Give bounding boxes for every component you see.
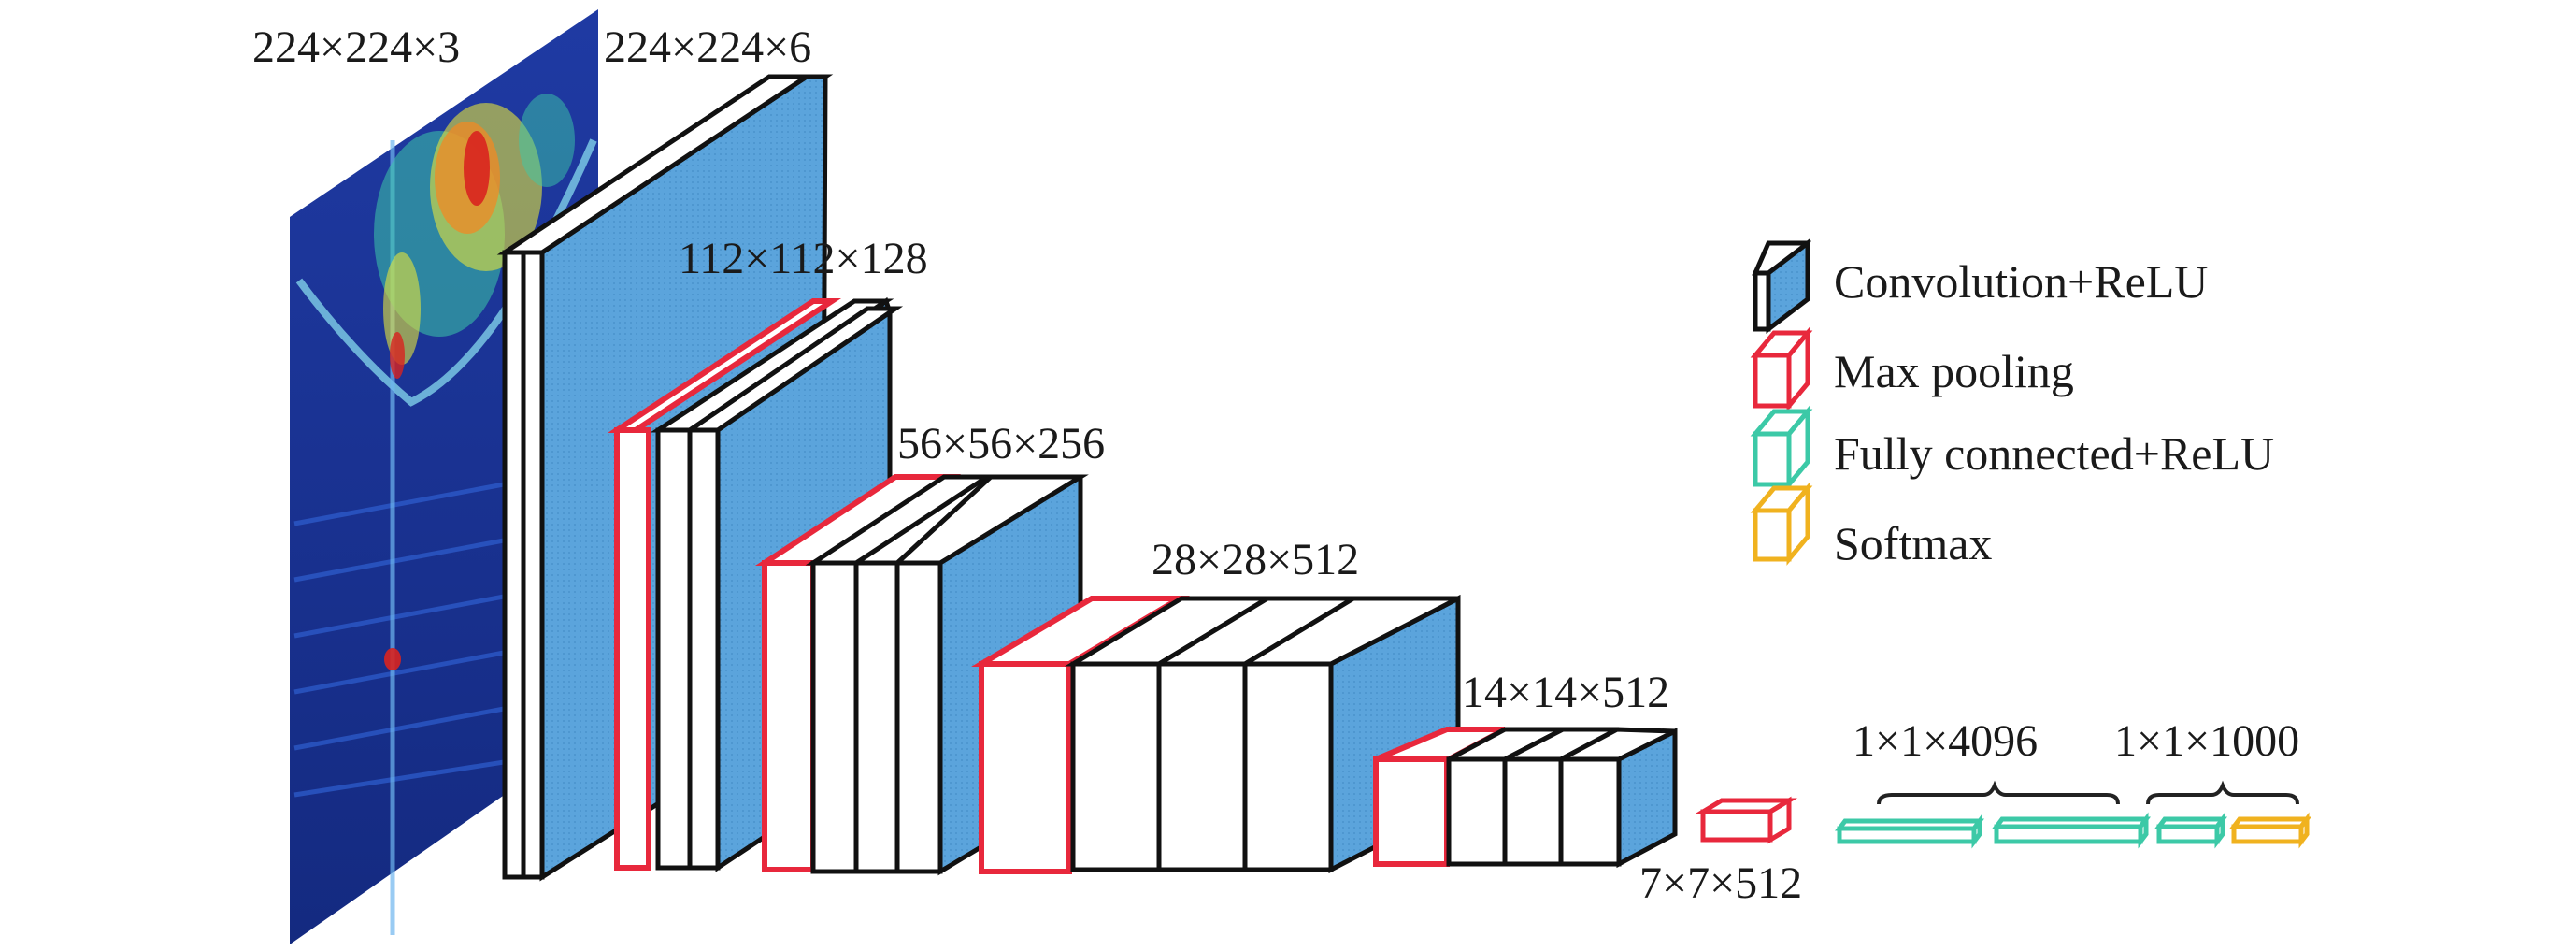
- conv4-slab-b: [1156, 661, 1248, 872]
- legend-softmax-swatch: [1750, 482, 1813, 566]
- conv3-size-label: 56×56×256: [897, 419, 1105, 468]
- conv3-slab-c: [894, 560, 943, 874]
- fc-brace-1000: [2146, 780, 2299, 805]
- conv2-slab-b: [687, 427, 721, 871]
- fc-layers: [1835, 812, 2311, 849]
- conv1-top: [496, 74, 815, 255]
- conv2-slab-a: [655, 427, 693, 871]
- softmax-block: [2229, 812, 2311, 849]
- fc1-block: [1835, 814, 1984, 849]
- conv4-top-c: [1237, 596, 1460, 667]
- input-size-label: 224×224×3: [252, 22, 460, 72]
- conv3-top-c: [891, 474, 1089, 566]
- pool5-block: [1694, 796, 1798, 844]
- legend-pool-swatch: [1750, 326, 1813, 412]
- pool1-slab: [614, 427, 651, 871]
- conv5-slab-c: [1558, 756, 1622, 867]
- legend-pool-label: Max pooling: [1834, 345, 2074, 397]
- conv4-size-label: 28×28×512: [1152, 535, 1359, 584]
- conv2-size-label: 112×112×128: [679, 234, 928, 283]
- legend: Convolution+ReLU Max pooling Fully conne…: [1750, 238, 2274, 569]
- conv5-slab-a: [1446, 756, 1508, 867]
- pool5-size-label: 7×7×512: [1639, 858, 1802, 908]
- output-size-label: 1×1×1000: [2114, 716, 2299, 766]
- fc2-block: [1992, 812, 2151, 849]
- conv5-size-label: 14×14×512: [1462, 668, 1669, 717]
- conv5-top-c: [1559, 727, 1677, 762]
- conv3-slab-b: [853, 560, 900, 874]
- conv1-size-label: 224×224×6: [604, 22, 811, 72]
- legend-conv-swatch: [1752, 238, 1811, 335]
- legend-fc-label: Fully connected+ReLU: [1834, 427, 2274, 480]
- pool4-slab: [1373, 756, 1450, 867]
- legend-fc-swatch: [1750, 405, 1813, 491]
- conv1-slab-b: [521, 250, 545, 880]
- fc-brace-4096: [1877, 780, 2120, 805]
- conv-block-5: [1373, 727, 1678, 869]
- fc3-block: [2154, 812, 2227, 849]
- conv4-slab-c: [1242, 661, 1334, 872]
- conv-block-4: [971, 594, 1461, 874]
- pool3-slab: [979, 661, 1072, 874]
- legend-conv-label: Convolution+ReLU: [1834, 255, 2208, 308]
- conv2-top-b: [681, 306, 904, 433]
- fc-size-label: 1×1×4096: [1853, 716, 2038, 766]
- conv4-slab-a: [1070, 661, 1162, 872]
- conv3-slab-a: [810, 560, 859, 874]
- pool2-slab: [762, 560, 816, 872]
- conv5-slab-b: [1502, 756, 1564, 867]
- legend-softmax-label: Softmax: [1834, 517, 1992, 569]
